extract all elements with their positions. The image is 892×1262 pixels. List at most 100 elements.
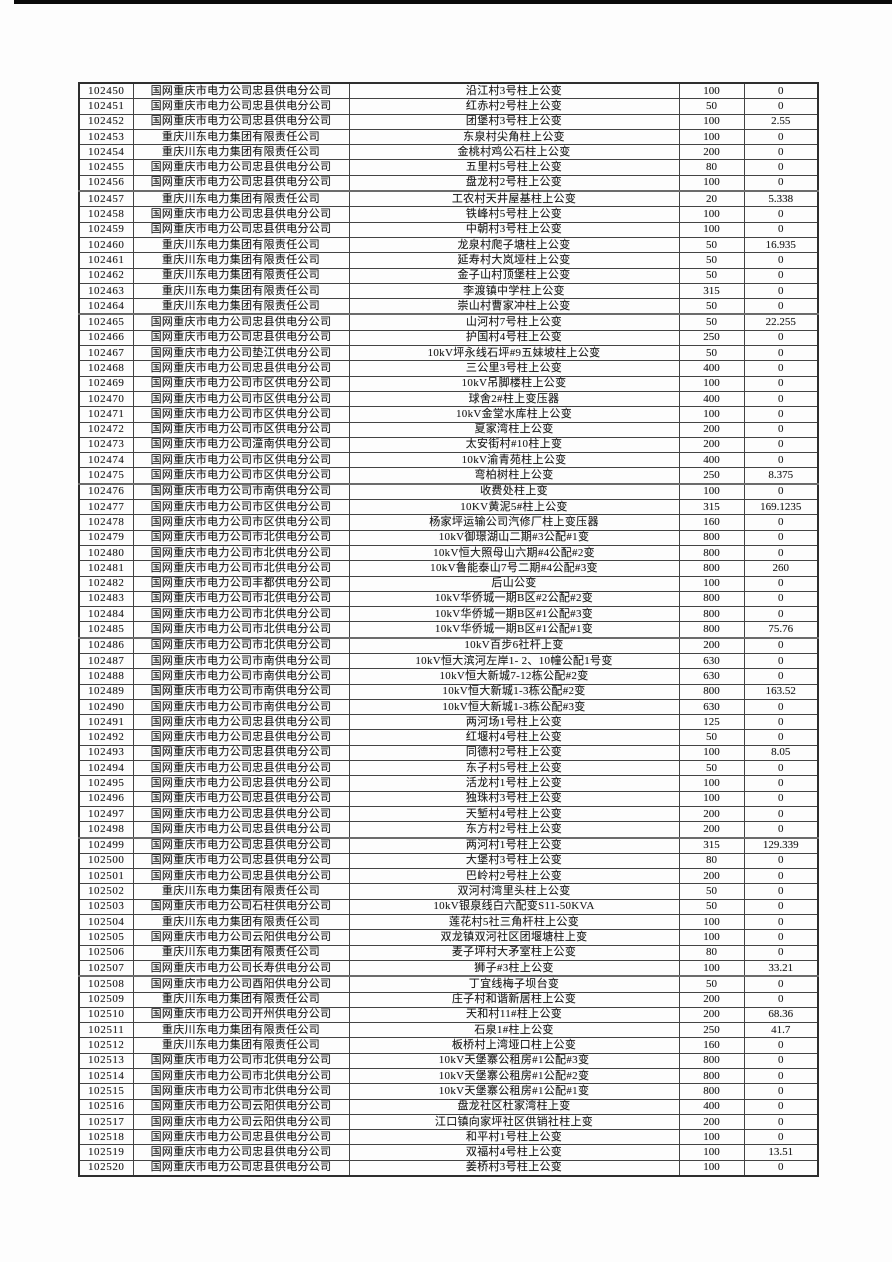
cell-value: 260	[743, 560, 819, 577]
cell-record-id: 102456	[78, 174, 134, 193]
cell-capacity: 200	[678, 637, 745, 654]
cell-record-id: 102484	[78, 606, 134, 623]
cell-value: 0	[743, 575, 819, 592]
cell-capacity: 100	[678, 744, 745, 762]
cell-capacity: 250	[678, 329, 745, 347]
cell-value: 0	[743, 790, 819, 807]
cell-record-id: 102458	[78, 206, 134, 223]
table-row: 102472 国网重庆市电力公司市区供电分公司 夏家湾柱上公变 200 0	[78, 421, 819, 438]
cell-equipment-name: 弯柏树柱上公变	[348, 467, 680, 485]
cell-value: 0	[743, 1098, 819, 1115]
cell-equipment-name: 三公里3号柱上公变	[348, 360, 680, 377]
cell-value: 0	[743, 1037, 819, 1054]
cell-record-id: 102479	[78, 529, 134, 546]
cell-record-id: 102477	[78, 499, 134, 516]
cell-record-id: 102463	[78, 282, 134, 300]
cell-company: 重庆川东电力集团有限责任公司	[132, 282, 350, 300]
cell-value: 0	[743, 898, 819, 916]
cell-capacity: 160	[678, 1037, 745, 1054]
cell-record-id: 102466	[78, 329, 134, 347]
table-row: 102514 国网重庆市电力公司市北供电分公司 10kV天堡寨公租房#1公配#2变 8…	[78, 1067, 819, 1085]
table-row: 102493 国网重庆市电力公司忠县供电分公司 同德村2号柱上公变 100 8.05	[78, 744, 819, 762]
cell-value: 0	[743, 267, 819, 284]
cell-company: 国网重庆市电力公司市南供电分公司	[132, 668, 350, 685]
cell-company: 重庆川东电力集团有限责任公司	[132, 128, 350, 146]
cell-equipment-name: 收费处柱上变	[348, 483, 680, 501]
cell-capacity: 50	[678, 252, 745, 269]
table-row: 102497 国网重庆市电力公司忠县供电分公司 天堑村4号柱上公变 200 0	[78, 805, 819, 823]
cell-record-id: 102450	[78, 82, 134, 100]
cell-equipment-name: 双河村湾里头柱上公变	[348, 883, 680, 900]
cell-value: 0	[743, 868, 819, 885]
cell-equipment-name: 10kV坪永线石坪#9五妹坡柱上公变	[348, 345, 680, 362]
cell-equipment-name: 10KV黄泥5#柱上公变	[348, 499, 680, 516]
cell-equipment-name: 石泉1#柱上公变	[348, 1022, 680, 1039]
cell-capacity: 315	[678, 282, 745, 300]
table-row: 102516 国网重庆市电力公司云阳供电分公司 盘龙社区杜家湾柱上变 400 0	[78, 1098, 819, 1115]
table-row: 102487 国网重庆市电力公司市南供电分公司 10kV恒大滨河左岸1- 2、10幢…	[78, 652, 819, 670]
cell-company: 国网重庆市电力公司市区供电分公司	[132, 406, 350, 423]
cell-record-id: 102510	[78, 1006, 134, 1024]
cell-equipment-name: 10kV天堡寨公租房#1公配#3变	[348, 1052, 680, 1070]
cell-capacity: 800	[678, 529, 745, 546]
cell-record-id: 102502	[78, 883, 134, 900]
cell-record-id: 102485	[78, 621, 134, 639]
cell-company: 国网重庆市电力公司忠县供电分公司	[132, 313, 350, 331]
cell-value: 0	[743, 914, 819, 931]
cell-equipment-name: 双福村4号柱上公变	[348, 1144, 680, 1161]
cell-record-id: 102462	[78, 267, 134, 284]
cell-capacity: 50	[678, 883, 745, 900]
cell-equipment-name: 10kV恒大新城1-3栋公配#2变	[348, 683, 680, 700]
cell-company: 国网重庆市电力公司忠县供电分公司	[132, 790, 350, 807]
cell-company: 国网重庆市电力公司市区供电分公司	[132, 375, 350, 392]
cell-record-id: 102505	[78, 929, 134, 946]
cell-record-id: 102469	[78, 375, 134, 392]
cell-value: 0	[743, 590, 819, 608]
table-body: 102450 国网重庆市电力公司忠县供电分公司 沿江村3号柱上公变 100 0 10245…	[78, 82, 819, 1177]
cell-equipment-name: 团堡村3号柱上公变	[348, 113, 680, 130]
cell-record-id: 102506	[78, 944, 134, 961]
cell-company: 国网重庆市电力公司市区供电分公司	[132, 452, 350, 469]
cell-capacity: 100	[678, 575, 745, 592]
cell-capacity: 200	[678, 805, 745, 823]
cell-record-id: 102496	[78, 790, 134, 807]
cell-company: 国网重庆市电力公司长寿供电分公司	[132, 959, 350, 978]
cell-value: 129.339	[743, 837, 819, 854]
cell-capacity: 50	[678, 267, 745, 284]
cell-equipment-name: 板桥村上湾垭口柱上公变	[348, 1037, 680, 1054]
table-row: 102455 国网重庆市电力公司忠县供电分公司 五里村5号柱上公变 80 0	[78, 159, 819, 176]
cell-value: 0	[743, 698, 819, 716]
cell-value: 0	[743, 282, 819, 300]
cell-record-id: 102488	[78, 668, 134, 685]
cell-equipment-name: 10kV银泉线白六配变S11-50KVA	[348, 898, 680, 916]
cell-equipment-name: 铁峰村5号柱上公变	[348, 206, 680, 223]
cell-equipment-name: 10kV吊脚楼柱上公变	[348, 375, 680, 392]
cell-value: 0	[743, 390, 819, 408]
cell-value: 0	[743, 1159, 819, 1177]
cell-record-id: 102457	[78, 190, 134, 208]
cell-capacity: 100	[678, 790, 745, 807]
cell-capacity: 50	[678, 760, 745, 777]
cell-record-id: 102470	[78, 390, 134, 408]
cell-company: 国网重庆市电力公司市北供电分公司	[132, 529, 350, 546]
cell-equipment-name: 龙泉村爬子塘柱上公变	[348, 236, 680, 254]
table-row: 102485 国网重庆市电力公司市北供电分公司 10kV华侨城一期B区#1公配#1变…	[78, 621, 819, 639]
table-row: 102474 国网重庆市电力公司市区供电分公司 10kV渝青苑柱上公变 400 0	[78, 452, 819, 469]
cell-capacity: 630	[678, 668, 745, 685]
table-row: 102461 重庆川东电力集团有限责任公司 延寿村大岚垭柱上公变 50 0	[78, 252, 819, 269]
table-row: 102464 重庆川东电力集团有限责任公司 崇山村曹家冲柱上公变 50 0	[78, 298, 819, 316]
cell-capacity: 200	[678, 436, 745, 454]
cell-capacity: 200	[678, 1113, 745, 1131]
table-row: 102466 国网重庆市电力公司忠县供电分公司 护国村4号柱上公变 250 0	[78, 329, 819, 347]
cell-company: 国网重庆市电力公司云阳供电分公司	[132, 929, 350, 946]
cell-equipment-name: 10kV渝青苑柱上公变	[348, 452, 680, 469]
cell-equipment-name: 崇山村曹家冲柱上公变	[348, 298, 680, 316]
cell-equipment-name: 和平村1号柱上公变	[348, 1129, 680, 1146]
cell-company: 国网重庆市电力公司市北供电分公司	[132, 621, 350, 639]
cell-equipment-name: 10kV天堡寨公租房#1公配#2变	[348, 1067, 680, 1085]
cell-equipment-name: 10kV金堂水库柱上公变	[348, 406, 680, 423]
cell-value: 0	[743, 760, 819, 777]
cell-company: 国网重庆市电力公司市北供电分公司	[132, 1067, 350, 1085]
cell-record-id: 102454	[78, 144, 134, 161]
